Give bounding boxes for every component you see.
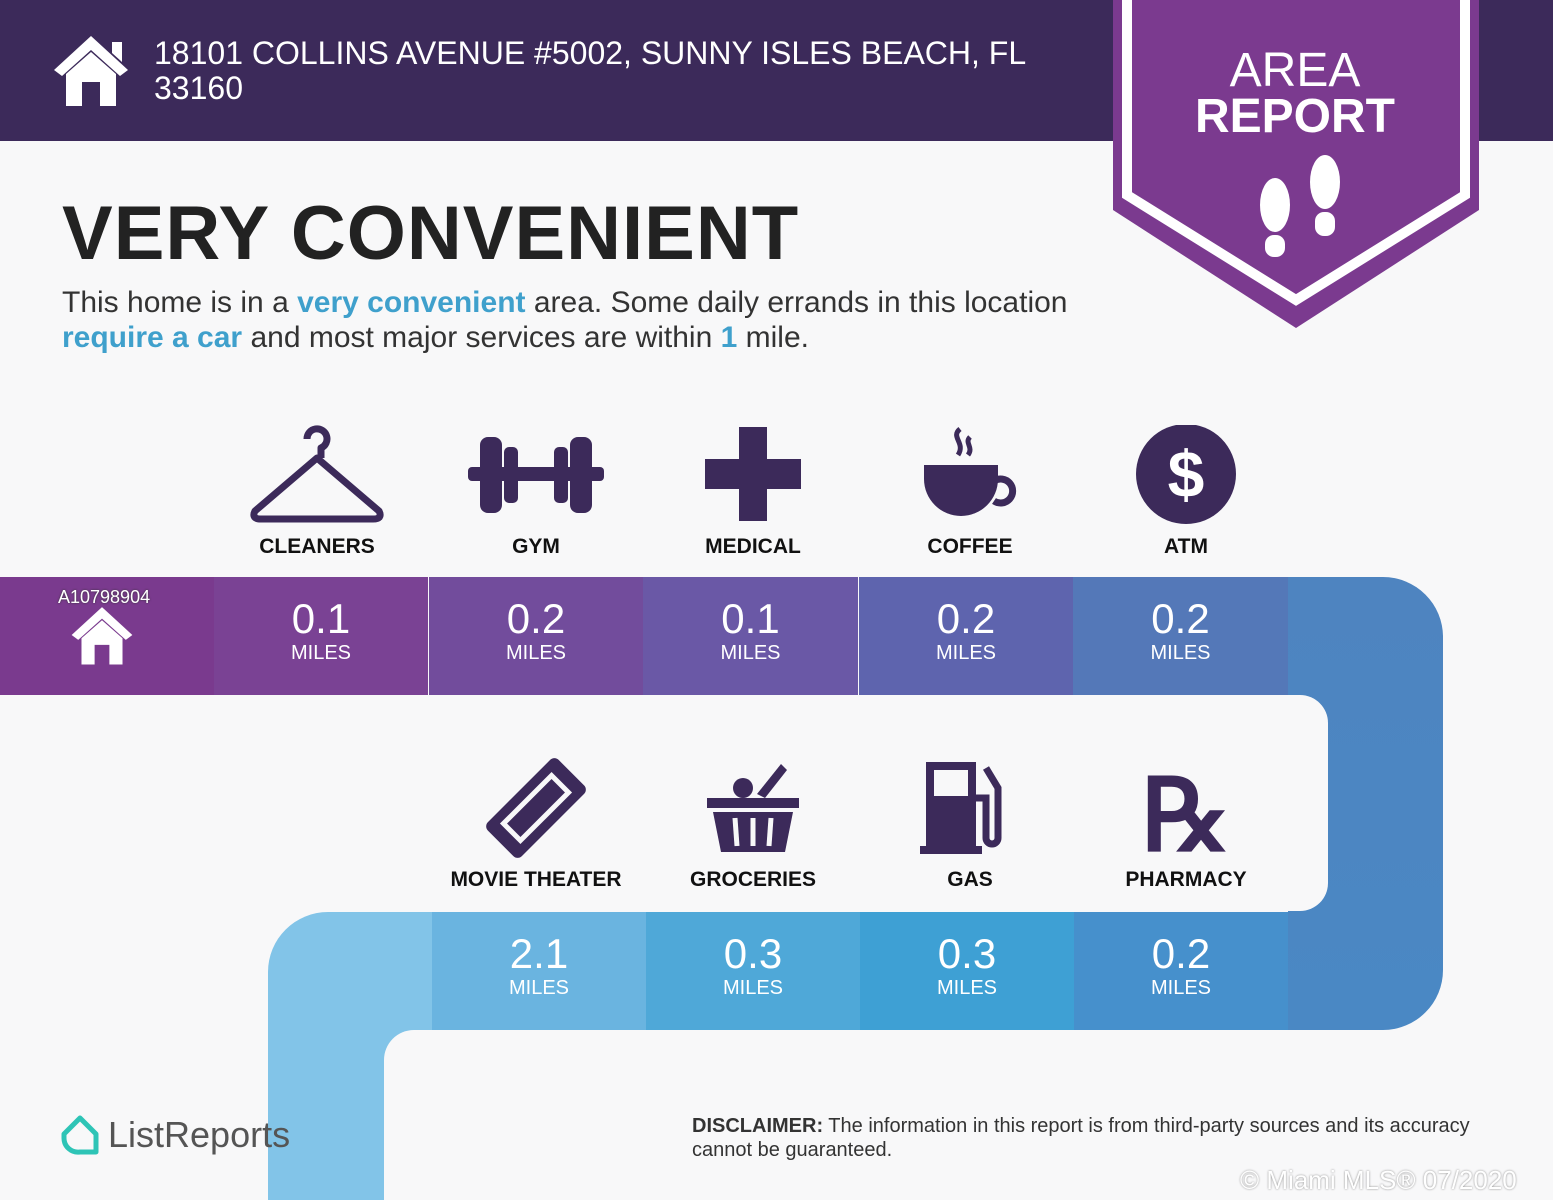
gas-pump-icon	[920, 762, 1002, 854]
svg-text:$: $	[1168, 437, 1205, 511]
category-groceries: GROCERIES	[646, 758, 860, 892]
category-pharmacy: ℞ PHARMACY	[1079, 758, 1293, 892]
svg-text:℞: ℞	[1141, 761, 1231, 858]
headline: VERY CONVENIENT	[62, 191, 800, 276]
distance-pharmacy: 0.2 MILES	[1074, 912, 1288, 1030]
ticket-icon	[486, 758, 586, 858]
distance-medical: 0.1 MILES	[643, 577, 858, 695]
badge-title: AREA REPORT	[1194, 44, 1395, 143]
path-inner	[384, 1030, 1553, 1200]
distance-gas: 0.3 MILES	[860, 912, 1074, 1030]
rx-icon: ℞	[1141, 761, 1231, 858]
listreports-logo: ListReports	[60, 1114, 290, 1156]
dollar-icon: $	[1136, 425, 1236, 524]
category-cleaners: CLEANERS	[210, 425, 424, 559]
category-gym: GYM	[429, 425, 643, 559]
home-segment: A10798904	[0, 577, 214, 695]
property-address: 18101 COLLINS AVENUE #5002, SUNNY ISLES …	[154, 35, 1025, 106]
listreports-logo-icon	[61, 1115, 99, 1155]
footprints-icon	[1260, 155, 1340, 257]
hanger-icon	[250, 425, 384, 523]
distance-coffee: 0.2 MILES	[859, 577, 1073, 695]
distance-movie-theater: 2.1 MILES	[432, 912, 646, 1030]
home-icon	[71, 607, 133, 665]
basket-icon	[707, 764, 799, 852]
dumbbell-icon	[468, 437, 604, 513]
category-atm: $ ATM	[1079, 425, 1293, 559]
category-medical: MEDICAL	[646, 425, 860, 559]
distance-groceries: 0.3 MILES	[646, 912, 860, 1030]
path-gap	[0, 695, 1328, 911]
medical-cross-icon	[705, 427, 801, 521]
distance-gym: 0.2 MILES	[429, 577, 643, 695]
distance-atm: 0.2 MILES	[1073, 577, 1288, 695]
copyright-watermark: © Miami MLS® 07/2020	[1240, 1165, 1517, 1195]
category-coffee: COFFEE	[863, 425, 1077, 559]
category-movie-theater: MOVIE THEATER	[429, 758, 643, 892]
category-gas: GAS	[863, 758, 1077, 892]
coffee-cup-icon	[924, 427, 1017, 516]
listing-id: A10798904	[58, 587, 151, 607]
distance-cleaners: 0.1 MILES	[214, 577, 428, 695]
home-icon	[54, 36, 128, 106]
disclaimer: DISCLAIMER: The information in this repo…	[692, 1115, 1470, 1161]
area-report-badge	[1113, 0, 1479, 328]
summary-description: This home is in a very convenient area. …	[62, 286, 1068, 354]
